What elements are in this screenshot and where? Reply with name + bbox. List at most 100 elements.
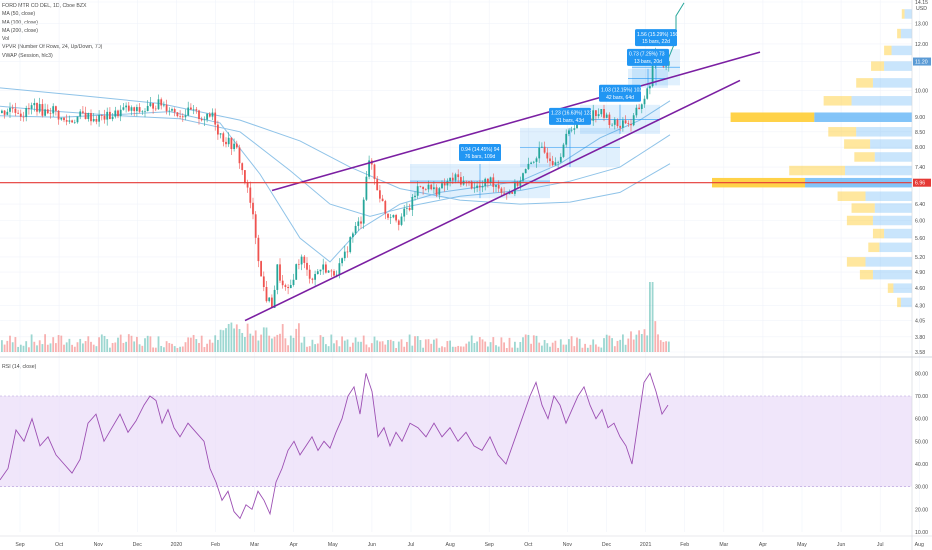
current-price-value: 6.96 [915,181,925,187]
vpvr-down-bar [854,152,875,162]
candle-body [1,110,3,114]
measure-callout-change: 1.56 (15.29%) 156 [637,32,678,38]
candle-body [605,114,608,118]
candle-body [349,237,352,252]
volume-bar [649,282,651,352]
candle-body [111,116,114,120]
candle-body [406,208,408,209]
candle-body [28,107,30,109]
volume-bar [597,346,600,352]
volume-bar [411,345,414,352]
volume-bar [414,336,416,352]
volume-bar [557,347,559,352]
volume-bar [163,347,165,352]
candle-body [438,188,441,195]
volume-bar [281,324,284,352]
candle-body [524,169,527,174]
volume-bar [389,339,392,352]
legend-vol: Vol [2,36,10,43]
currency-label: USD [916,6,927,12]
volume-bar [503,342,505,352]
volume-bar [98,337,100,352]
volume-bar [195,339,198,352]
candle-body [214,112,217,125]
candle-body [271,297,273,308]
volume-bar [17,346,19,352]
measure-callout-change: 0.94 (14.45%) 94 [461,147,500,153]
time-tick-label: 2021 [640,542,652,548]
candle-body [430,184,433,190]
volume-bar [511,347,514,352]
measure-callout-bars: 42 bars, 64d [606,95,634,101]
volume-bar [49,343,52,352]
candle-body [411,196,414,210]
legend-symbol: FORD MTR CO DEL, 1D, Cboe BZX [2,3,87,9]
rsi-tick-label: 50.00 [915,439,928,445]
candle-body [592,110,595,121]
volume-bar [497,346,500,352]
vpvr-down-bar [828,127,857,137]
vpvr-down-bar [859,269,873,280]
measure-callout-bars: 13 bars, 20d [634,59,662,65]
candle-body [103,115,106,120]
volume-bar [667,341,670,352]
volume-bar [233,328,235,352]
volume-bar [87,336,90,352]
candle-body [538,147,541,159]
volume-bar [365,344,368,352]
candle-body [368,160,370,177]
candle-body [549,158,551,162]
candle-body [408,208,411,210]
candle-body [9,107,11,112]
volume-bar [208,339,211,352]
price-tick-label: 3.80 [915,335,925,341]
price-tick-label: 8.50 [915,130,925,136]
volume-bar [462,346,465,352]
candle-body [646,88,649,99]
candle-body [149,103,152,106]
candle-body [541,146,543,148]
volume-bar [465,343,468,352]
candle-body [557,162,559,163]
candle-body [559,156,562,163]
volume-bar [38,340,41,352]
volume-bar [119,334,122,352]
volume-bar [57,335,60,352]
vpvr-up-bar [891,45,912,56]
candle-body [136,107,138,112]
candle-body [597,114,600,117]
vpvr-up-bar [870,139,912,149]
candle-body [649,86,651,89]
vpvr-up-bar [872,215,912,226]
volume-bar [133,341,136,352]
price-tick-label: 9.00 [915,115,925,121]
time-tick-label: Jul [408,542,415,548]
volume-bar [238,329,241,352]
candle-body [233,143,235,150]
volume-bar [338,346,341,352]
candle-body [165,104,168,112]
candle-body [95,118,98,122]
volume-bar [341,336,343,352]
volume-bar [298,323,300,352]
vpvr-down-bar [730,112,815,122]
candle-body [416,186,419,196]
candle-body [230,137,233,150]
volume-bar [360,341,362,352]
candle-body [303,256,306,263]
volume-bar [271,338,273,352]
candle-body [298,264,300,265]
volume-bar [76,342,79,352]
price-tick-label: 4.30 [915,303,925,309]
volume-bar [376,340,379,352]
volume-bar [473,342,476,352]
candle-body [333,271,335,276]
measure-callout [627,48,669,66]
candle-body [119,109,122,117]
candle-body [443,183,446,186]
candle-body [489,177,492,184]
volume-bar [82,343,84,352]
vpvr-down-bar [897,297,901,308]
volume-bar [581,347,584,352]
